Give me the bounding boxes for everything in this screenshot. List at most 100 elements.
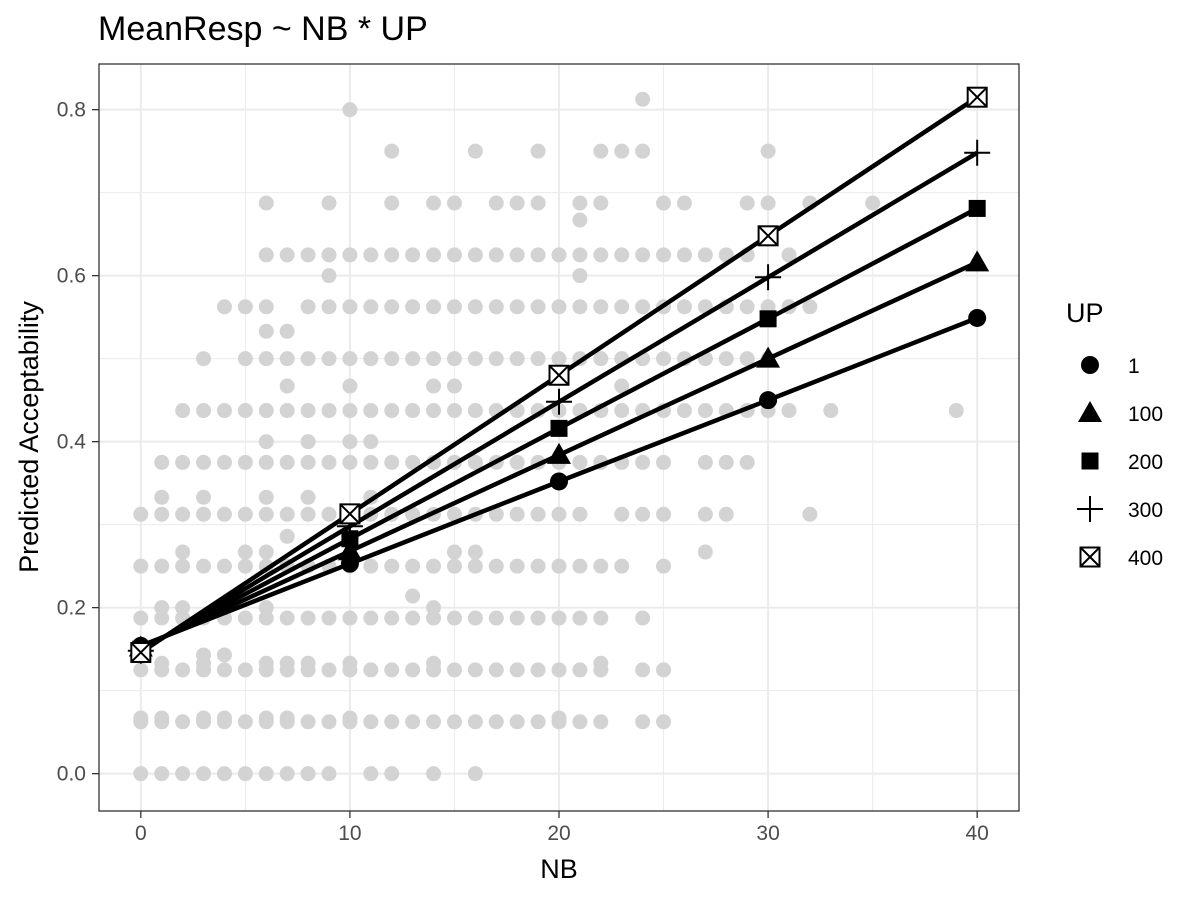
observed-point [133,710,149,726]
observed-point [154,600,170,616]
observed-point [258,195,274,211]
observed-point [342,351,358,367]
observed-point [446,403,462,419]
observed-point [635,143,651,159]
observed-point [551,299,567,315]
triangle-marker-icon [756,346,781,368]
observed-point [426,247,442,263]
legend-item-400: 400 [1079,546,1163,570]
observed-point [467,454,483,470]
observed-point [530,195,546,211]
observed-point [405,299,421,315]
observed-point [237,610,253,626]
observed-point [258,710,274,726]
circle-marker-icon [759,391,778,410]
observed-point [258,351,274,367]
observed-point [509,351,525,367]
observed-point [509,662,525,678]
chart-title: MeanResp ~ NB * UP [98,10,428,48]
triangle-marker-icon [547,442,571,464]
observed-point [154,655,170,671]
observed-point [237,299,253,315]
observed-point [426,766,442,782]
observed-point [216,299,232,315]
legend-key-1 [1081,356,1099,374]
series-marker-100 [965,250,990,272]
legend-key-100 [1078,401,1102,422]
legend-items: 1 100 200 300 400 [1077,355,1163,570]
observed-point [697,506,713,522]
observed-point [363,454,379,470]
observed-point [530,558,546,574]
observed-point [572,662,588,678]
observed-point [342,378,358,394]
observed-point [321,454,337,470]
observed-point [488,195,504,211]
observed-point [593,247,609,263]
observed-point [551,610,567,626]
observed-point [697,247,713,263]
legend-item-300: 300 [1077,496,1163,522]
observed-point [446,662,462,678]
observed-point [676,403,692,419]
observed-point [467,403,483,419]
series-marker-400 [757,225,779,247]
observed-point [363,766,379,782]
observed-point [446,544,462,560]
legend-title: UP [1066,298,1104,328]
observed-point [656,662,672,678]
observed-point [446,714,462,730]
observed-point [279,528,295,544]
observed-point [363,558,379,574]
observed-point [363,662,379,678]
series-marker-200 [759,310,777,328]
observed-point [405,610,421,626]
observed-point [321,403,337,419]
observed-point [865,195,881,211]
plus-marker-icon [546,388,572,415]
observed-point [237,714,253,730]
observed-point [279,655,295,671]
observed-point [216,647,232,663]
observed-point [175,714,191,730]
observed-point [279,506,295,522]
observed-point [718,351,734,367]
observed-point [446,558,462,574]
observed-point [635,610,651,626]
observed-point [405,403,421,419]
observed-point [300,434,316,450]
observed-point [656,714,672,730]
square-marker-icon [759,310,777,328]
observed-point [426,195,442,211]
observed-point [237,544,253,560]
observed-point [321,506,337,522]
observed-point [530,662,546,678]
observed-point [656,558,672,574]
observed-point [676,247,692,263]
observed-point [467,662,483,678]
observed-point [363,247,379,263]
x-tick-label: 40 [966,822,989,845]
observed-point [175,600,191,616]
observed-point [196,766,212,782]
observed-point [572,299,588,315]
square-marker-icon [550,419,568,437]
observed-point [446,351,462,367]
y-axis-title: Predicted Acceptability [14,301,44,573]
observed-point [300,247,316,263]
observed-point [509,506,525,522]
observed-point [258,610,274,626]
x-tick-label: 20 [547,822,570,845]
observed-point [279,454,295,470]
observed-point [216,558,232,574]
observed-point [300,766,316,782]
observed-point [572,558,588,574]
observed-point [635,247,651,263]
axes: 0 10 20 30 40 0.0 0.2 0.4 0.6 0.8 [57,99,989,845]
observed-point [258,454,274,470]
observed-point [300,454,316,470]
series-marker-100 [547,442,571,464]
observed-point [823,403,839,419]
observed-point [342,434,358,450]
box-x-cross-icon [548,365,570,386]
